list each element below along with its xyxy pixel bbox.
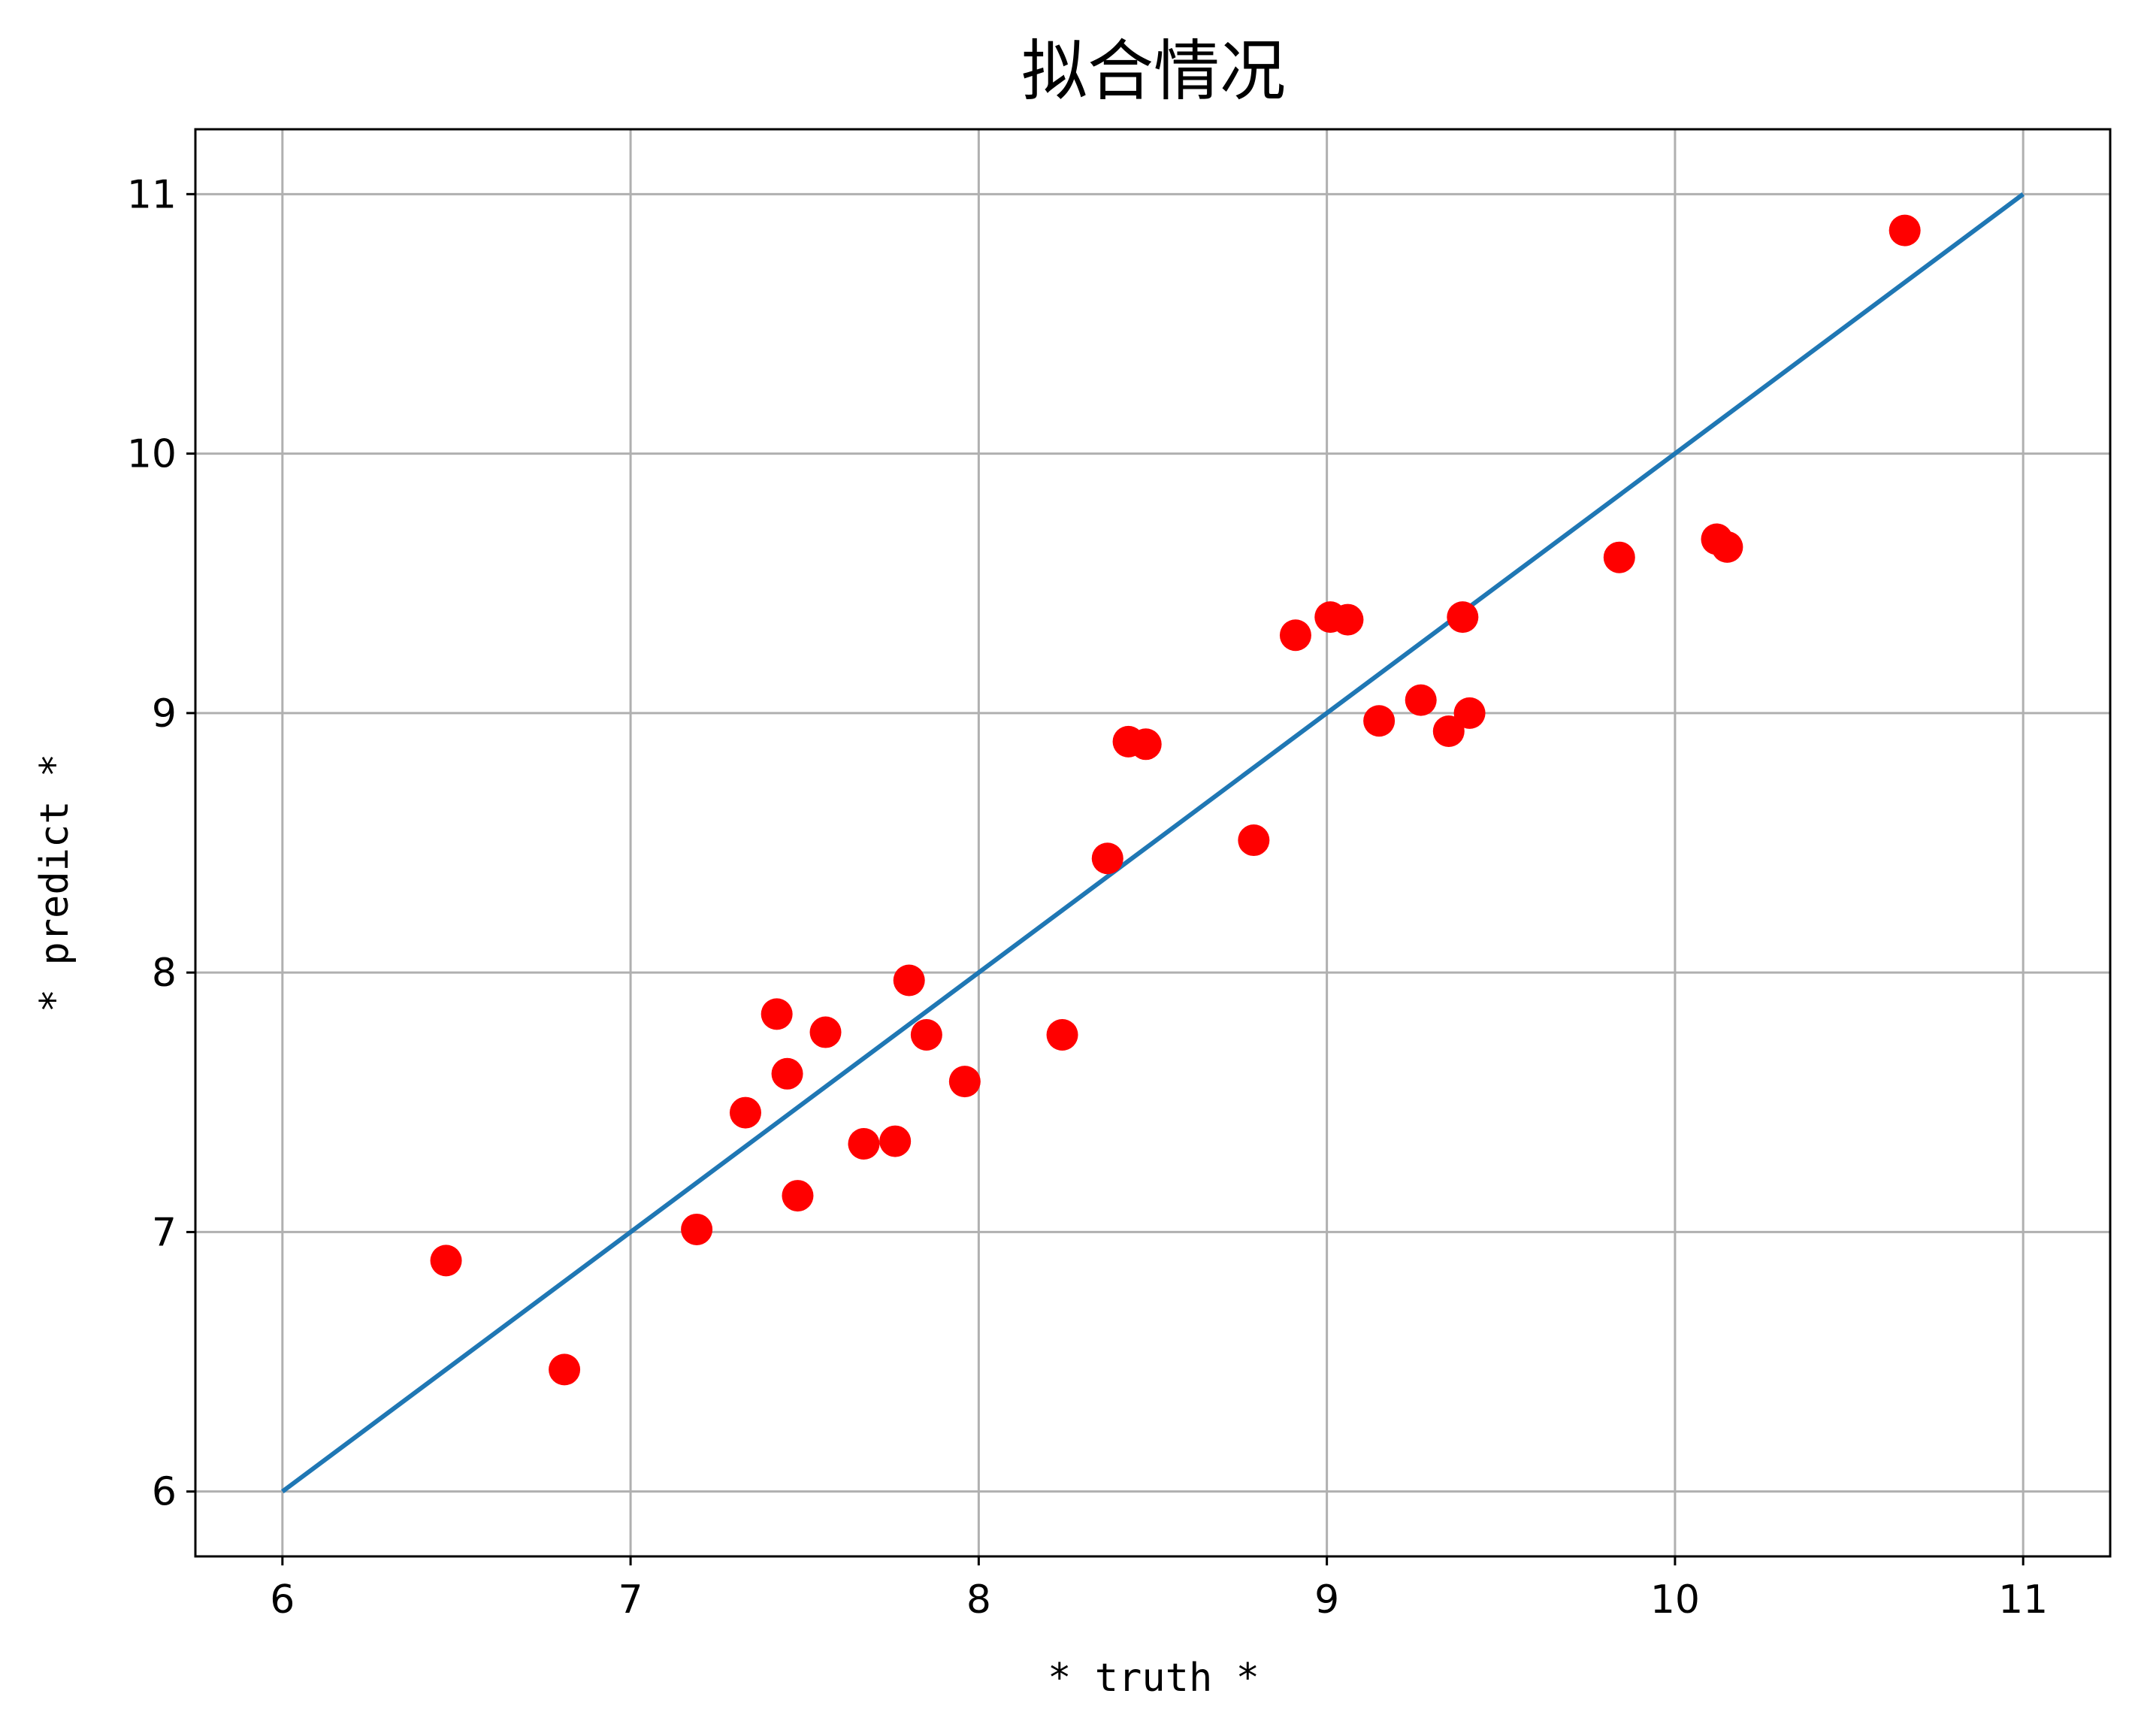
- scatter-point: [549, 1353, 581, 1386]
- axis-ticks: 6 7 8 9 10 11 6 7 8 9 10 11: [127, 172, 2048, 1623]
- x-tick-label: 7: [618, 1577, 643, 1623]
- y-tick-label: 9: [152, 691, 177, 736]
- scatter-point: [430, 1245, 462, 1277]
- scatter-point: [1238, 824, 1270, 857]
- scatter-points: [430, 214, 1921, 1386]
- y-tick-label: 11: [127, 172, 177, 217]
- scatter-point: [910, 1019, 942, 1051]
- scatter-point: [1046, 1019, 1078, 1051]
- scatter-point: [1453, 697, 1486, 729]
- y-axis-label: * predict *: [32, 754, 77, 1012]
- scatter-point: [1711, 531, 1743, 563]
- y-tick-label: 6: [152, 1470, 177, 1515]
- scatter-point: [1129, 728, 1162, 761]
- scatter-point: [848, 1128, 880, 1160]
- scatter-point: [782, 1180, 814, 1212]
- x-tick-label: 9: [1314, 1577, 1339, 1623]
- x-tick-label: 8: [966, 1577, 991, 1623]
- scatter-point: [948, 1066, 981, 1098]
- scatter-point: [681, 1213, 713, 1245]
- x-tick-label: 10: [1650, 1577, 1700, 1623]
- scatter-point: [771, 1057, 803, 1090]
- y-tick-label: 10: [127, 432, 177, 477]
- x-tick-label: 6: [270, 1577, 295, 1623]
- scatter-point: [1363, 705, 1396, 737]
- chart-title: 拟合情况: [1021, 32, 1286, 110]
- scatter-point: [1432, 715, 1465, 748]
- grid: [195, 129, 2110, 1556]
- scatter-point: [879, 1125, 912, 1157]
- scatter-point: [809, 1016, 842, 1048]
- x-tick-label: 11: [1998, 1577, 2048, 1623]
- scatter-point: [1091, 842, 1123, 875]
- scatter-point: [1332, 603, 1364, 636]
- scatter-point: [1279, 619, 1311, 652]
- y-tick-label: 7: [152, 1210, 177, 1255]
- plot-frame: [194, 128, 2112, 1558]
- y-tick-label: 8: [152, 951, 177, 996]
- scatter-point: [1888, 214, 1921, 246]
- scatter-point: [1447, 601, 1479, 634]
- scatter-point: [1603, 541, 1635, 573]
- scatter-point: [761, 998, 793, 1030]
- scatter-point: [893, 964, 925, 997]
- x-axis-label: * truth *: [1048, 1656, 1260, 1701]
- scatter-point: [1405, 684, 1437, 716]
- fit-line-layer: [281, 192, 2025, 1494]
- scatter-point: [729, 1096, 761, 1129]
- fit-line: [281, 192, 2025, 1494]
